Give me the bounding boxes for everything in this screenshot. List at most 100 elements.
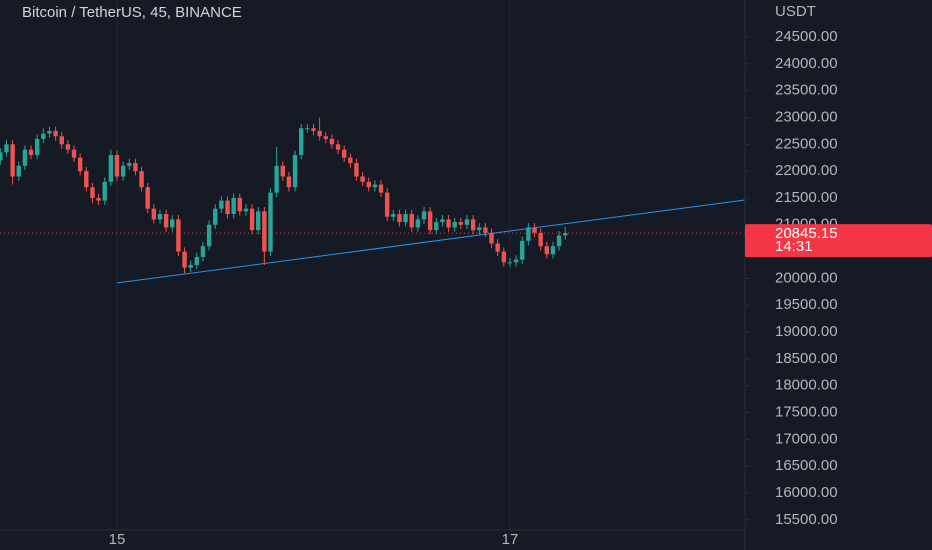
- y-tick-label: 22000.00: [775, 162, 838, 179]
- candle-body: [446, 219, 451, 228]
- candle-body: [219, 200, 224, 209]
- candle-body: [163, 214, 169, 228]
- candle-body: [34, 138, 40, 156]
- candle-body: [176, 219, 181, 252]
- candle-body: [470, 219, 476, 231]
- candle-body: [256, 211, 261, 231]
- candle-body: [206, 224, 212, 247]
- candle-body: [151, 208, 157, 220]
- candle-body: [102, 181, 107, 201]
- candle-body: [489, 232, 494, 244]
- candle-body: [452, 222, 457, 228]
- y-tick-label: 19500.00: [775, 296, 838, 313]
- candle-body: [532, 227, 537, 233]
- candle-body: [305, 128, 310, 130]
- candle-body: [262, 211, 267, 252]
- candle-body: [477, 227, 482, 231]
- candle-body: [53, 130, 58, 137]
- candle-body: [513, 259, 519, 263]
- candle-body: [77, 157, 83, 172]
- candle-body: [403, 214, 408, 223]
- candle-body: [188, 265, 193, 268]
- candle-body: [409, 214, 414, 228]
- candle-body: [59, 136, 64, 145]
- candle-body: [28, 149, 34, 156]
- candle-body: [280, 165, 285, 177]
- candle-body: [329, 138, 335, 145]
- y-tick-label: 24500.00: [775, 28, 838, 45]
- trendline: [116, 199, 746, 284]
- candle-body: [96, 197, 101, 201]
- candle-body: [483, 227, 488, 233]
- y-tick-label: 18500.00: [775, 350, 838, 367]
- candle-body: [231, 197, 236, 215]
- candle-body: [415, 219, 421, 228]
- candle-body: [274, 165, 279, 193]
- plot-area: [0, 117, 746, 284]
- candle-body: [170, 219, 175, 228]
- y-tick-label: 17500.00: [775, 403, 838, 420]
- candle-body: [550, 246, 556, 255]
- candle-body: [145, 187, 150, 209]
- candle-body: [299, 128, 304, 156]
- y-tick-label: 16000.00: [775, 484, 838, 501]
- candle-body: [10, 144, 15, 177]
- candle-body: [544, 246, 549, 255]
- candle-body: [520, 240, 525, 260]
- candle-body: [341, 149, 347, 158]
- candle-body: [213, 208, 218, 225]
- candle-body: [286, 176, 292, 188]
- candle-body: [421, 211, 427, 220]
- candle-body: [317, 130, 322, 137]
- candle-body: [311, 128, 316, 131]
- candle-body: [65, 144, 71, 150]
- x-tick-label: 15: [109, 531, 126, 548]
- candle-body: [200, 246, 206, 257]
- y-tick-label: 24000.00: [775, 55, 838, 72]
- candle-body: [120, 165, 126, 177]
- candle-body: [90, 187, 95, 198]
- candle-body: [47, 130, 52, 134]
- candle-body: [501, 251, 507, 263]
- candle-body: [464, 219, 470, 225]
- candle-body: [372, 184, 378, 188]
- candle-body: [84, 171, 89, 188]
- candle-body: [225, 200, 230, 215]
- candle-body: [440, 219, 445, 223]
- candle-body: [182, 251, 187, 268]
- candle-body: [360, 176, 365, 182]
- candle-body: [22, 149, 28, 166]
- candle-body: [243, 208, 249, 212]
- chart-title: Bitcoin / TetherUS, 45, BINANCE: [22, 4, 242, 21]
- last-price-tag: [745, 224, 932, 258]
- candle-body: [526, 227, 531, 241]
- candle-body: [4, 144, 9, 153]
- y-tick-label: 17000.00: [775, 430, 838, 447]
- candle-body: [556, 235, 562, 247]
- y-tick-label: 23500.00: [775, 82, 838, 99]
- candle-body: [16, 165, 21, 177]
- candle-body: [495, 243, 500, 252]
- y-tick-label: 22500.00: [775, 135, 838, 152]
- candle-body: [194, 256, 200, 265]
- y-tick-label: 21500.00: [775, 189, 838, 206]
- y-axis-label: USDT: [775, 3, 816, 20]
- candle-body: [127, 163, 132, 166]
- candle-body: [114, 155, 120, 177]
- candle-body: [108, 155, 114, 182]
- candle-body: [354, 163, 359, 177]
- last-price-label: 20845.15: [775, 225, 838, 242]
- candle-body: [157, 214, 163, 220]
- candle-body: [249, 208, 255, 231]
- candle-body: [348, 157, 353, 164]
- candle-body: [323, 136, 328, 139]
- y-tick-label: 15500.00: [775, 511, 838, 528]
- candle-body: [458, 222, 464, 225]
- candle-body: [563, 233, 568, 236]
- y-tick-label: 16500.00: [775, 457, 838, 474]
- y-tick-label: 18000.00: [775, 377, 838, 394]
- candle-body: [366, 181, 371, 188]
